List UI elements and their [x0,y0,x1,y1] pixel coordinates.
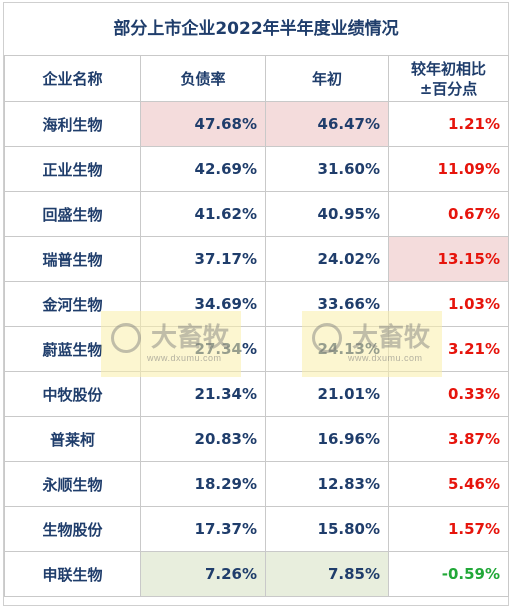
table-row: 申联生物 7.26% 7.85% -0.59% [4,551,509,597]
table-row: 金河生物 34.69% 33.66% 1.03% [4,281,509,327]
year-start-ratio: 40.95% [265,191,389,237]
year-start-ratio: 16.96% [265,416,389,462]
company-name: 回盛生物 [4,191,141,237]
debt-ratio: 34.69% [140,281,266,327]
change-points: 11.09% [388,146,509,192]
debt-ratio: 37.17% [140,236,266,282]
table-title: 部分上市企业2022年半年度业绩情况 [113,19,399,39]
table-row: 蔚蓝生物 27.34% 24.13% 3.21% [4,326,509,372]
company-name: 申联生物 [4,551,141,597]
header-change-line2: ±百分点 [419,79,478,98]
company-name: 瑞普生物 [4,236,141,282]
table-row: 海利生物 47.68% 46.47% 1.21% [4,101,509,147]
debt-ratio: 7.26% [140,551,266,597]
change-points: 1.03% [388,281,509,327]
header-company-name: 企业名称 [4,55,141,102]
company-name: 正业生物 [4,146,141,192]
year-start-ratio: 21.01% [265,371,389,417]
year-start-ratio: 12.83% [265,461,389,507]
year-start-ratio: 15.80% [265,506,389,552]
performance-table: 企业名称 负债率 年初 较年初相比 ±百分点 海利生物 47.68% 46.47… [4,55,509,597]
company-name: 普莱柯 [4,416,141,462]
year-start-ratio: 33.66% [265,281,389,327]
debt-ratio: 20.83% [140,416,266,462]
company-name: 金河生物 [4,281,141,327]
company-name: 永顺生物 [4,461,141,507]
debt-ratio: 27.34% [140,326,266,372]
table-row: 中牧股份 21.34% 21.01% 0.33% [4,371,509,417]
header-debt-ratio: 负债率 [140,55,266,102]
table-row: 瑞普生物 37.17% 24.02% 13.15% [4,236,509,282]
header-year-start: 年初 [265,55,389,102]
change-points: 1.57% [388,506,509,552]
debt-ratio: 18.29% [140,461,266,507]
company-name: 中牧股份 [4,371,141,417]
header-change: 较年初相比 ±百分点 [388,55,509,102]
table-row: 生物股份 17.37% 15.80% 1.57% [4,506,509,552]
company-name: 蔚蓝生物 [4,326,141,372]
year-start-ratio: 7.85% [265,551,389,597]
year-start-ratio: 46.47% [265,101,389,147]
change-points: -0.59% [388,551,509,597]
table-row: 普莱柯 20.83% 16.96% 3.87% [4,416,509,462]
debt-ratio: 41.62% [140,191,266,237]
debt-ratio: 17.37% [140,506,266,552]
table-row: 回盛生物 41.62% 40.95% 0.67% [4,191,509,237]
year-start-ratio: 24.02% [265,236,389,282]
change-points: 3.21% [388,326,509,372]
company-name: 生物股份 [4,506,141,552]
table-row: 正业生物 42.69% 31.60% 11.09% [4,146,509,192]
header-change-line1: 较年初相比 [410,59,486,78]
change-points: 13.15% [388,236,509,282]
header-row: 企业名称 负债率 年初 较年初相比 ±百分点 [4,55,509,102]
debt-ratio: 21.34% [140,371,266,417]
table-row: 永顺生物 18.29% 12.83% 5.46% [4,461,509,507]
change-points: 5.46% [388,461,509,507]
company-name: 海利生物 [4,101,141,147]
debt-ratio: 42.69% [140,146,266,192]
year-start-ratio: 31.60% [265,146,389,192]
change-points: 1.21% [388,101,509,147]
year-start-ratio: 24.13% [265,326,389,372]
change-points: 0.67% [388,191,509,237]
report-table-frame: 部分上市企业2022年半年度业绩情况 企业名称 负债率 年初 较年初相比 ±百分… [3,2,509,606]
debt-ratio: 47.68% [140,101,266,147]
change-points: 3.87% [388,416,509,462]
change-points: 0.33% [388,371,509,417]
